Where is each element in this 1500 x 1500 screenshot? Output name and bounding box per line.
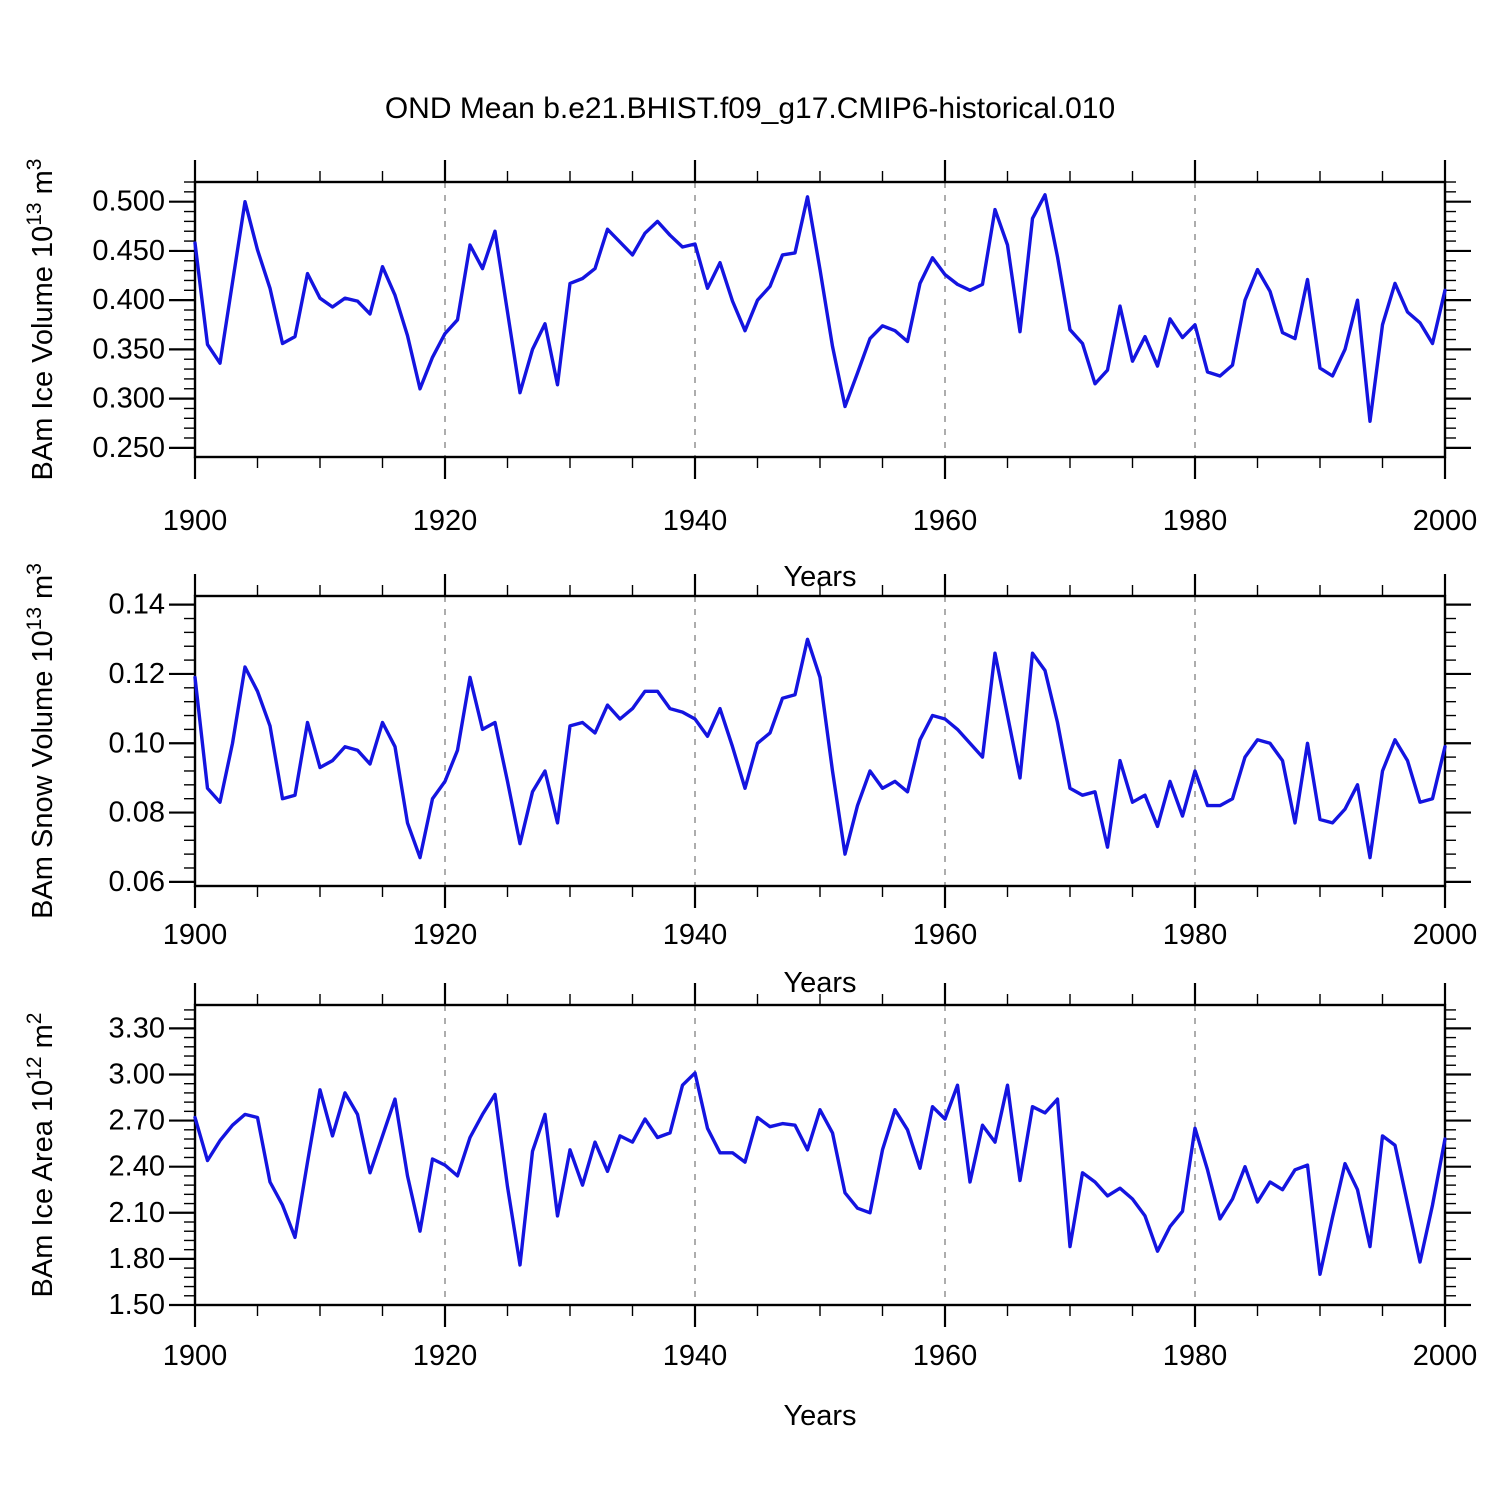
x-tick-label: 1980 xyxy=(1163,919,1228,951)
x-axis-label: Years xyxy=(783,967,856,999)
y-axis-label: BAm Ice Volume 1013 m3 xyxy=(23,159,59,481)
x-tick-label: 1920 xyxy=(413,1340,478,1372)
y-tick-label: 0.450 xyxy=(92,235,165,267)
panel-ice-volume: 0.250 0.300 0.350 0.400 0.450 0.500 1900 1920 19… xyxy=(23,159,1477,593)
panel-snow-volume: 0.06 0.08 0.10 0.12 0.14 1900 1920 1940 1960 1980… xyxy=(23,563,1477,999)
series-line-snow-volume xyxy=(193,637,1447,860)
y-tick-label: 0.14 xyxy=(109,589,165,621)
x-tick-label: 1940 xyxy=(663,1340,728,1372)
x-tick-label: 2000 xyxy=(1413,505,1478,537)
y-tick-label: 0.10 xyxy=(109,727,165,759)
y-tick-label: 0.06 xyxy=(109,866,165,898)
x-tick-label: 2000 xyxy=(1413,919,1478,951)
chart-title: OND Mean b.e21.BHIST.f09_g17.CMIP6-histo… xyxy=(384,92,1116,125)
x-tick-label: 1900 xyxy=(163,1340,228,1372)
y-tick-label: 3.30 xyxy=(109,1012,165,1044)
y-tick-label: 0.500 xyxy=(92,186,165,218)
y-tick-label: 2.70 xyxy=(109,1105,165,1137)
series-line-ice-area xyxy=(193,1071,1447,1277)
x-tick-label: 1900 xyxy=(163,505,228,537)
y-tick-label: 0.12 xyxy=(109,658,165,690)
y-tick-label: 0.300 xyxy=(92,383,165,415)
y-tick-label: 2.10 xyxy=(109,1197,165,1229)
y-tick-label: 2.40 xyxy=(109,1151,165,1183)
x-tick-label: 1900 xyxy=(163,919,228,951)
y-tick-label: 0.250 xyxy=(92,432,165,464)
x-tick-label: 2000 xyxy=(1413,1340,1478,1372)
x-tick-label: 1940 xyxy=(663,919,728,951)
y-axis-label: BAm Ice Area 1012 m2 xyxy=(23,1013,59,1298)
y-tick-label: 0.400 xyxy=(92,284,165,316)
x-tick-label: 1920 xyxy=(413,505,478,537)
x-tick-label: 1960 xyxy=(913,919,978,951)
x-axis-label: Years xyxy=(783,1400,856,1432)
x-tick-label: 1940 xyxy=(663,505,728,537)
y-tick-label: 3.00 xyxy=(109,1058,165,1090)
x-tick-label: 1960 xyxy=(913,505,978,537)
y-tick-label: 0.350 xyxy=(92,333,165,365)
plot-frame xyxy=(193,180,1447,459)
plot-frame xyxy=(193,1003,1447,1307)
panel-ice-area: 1.50 1.80 2.10 2.40 2.70 3.00 3.30 1900 1920 1940… xyxy=(23,983,1477,1432)
x-tick-label: 1980 xyxy=(1163,505,1228,537)
y-tick-label: 0.08 xyxy=(109,797,165,829)
y-axis-label: BAm Snow Volume 1013 m3 xyxy=(23,563,59,919)
y-tick-label: 1.50 xyxy=(109,1289,165,1321)
series-line-ice-volume xyxy=(193,193,1447,423)
x-tick-label: 1960 xyxy=(913,1340,978,1372)
y-tick-label: 1.80 xyxy=(109,1243,165,1275)
x-tick-label: 1980 xyxy=(1163,1340,1228,1372)
x-tick-label: 1920 xyxy=(413,919,478,951)
